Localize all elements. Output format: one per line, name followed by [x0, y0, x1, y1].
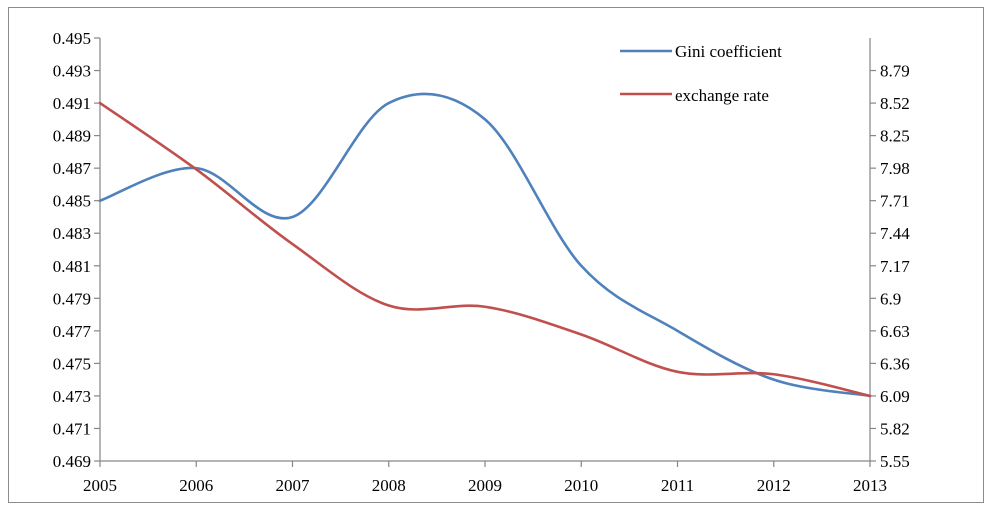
left-tick-label: 0.471 — [53, 419, 91, 438]
left-tick-label: 0.493 — [53, 62, 91, 81]
left-tick-label: 0.483 — [53, 224, 91, 243]
legend-label-gini: Gini coefficient — [675, 42, 782, 61]
left-tick-label: 0.491 — [53, 94, 91, 113]
left-tick-label: 0.489 — [53, 127, 91, 146]
left-tick-label: 0.485 — [53, 192, 91, 211]
left-tick-label: 0.475 — [53, 354, 91, 373]
left-tick-label: 0.477 — [53, 322, 92, 341]
left-tick-label: 0.469 — [53, 452, 91, 471]
x-tick-label: 2008 — [372, 476, 406, 495]
right-tick-label: 6.63 — [880, 322, 910, 341]
right-tick-label: 5.82 — [880, 419, 910, 438]
series-lines — [98, 92, 872, 398]
left-tick-label: 0.495 — [53, 29, 91, 48]
right-tick-label: 7.44 — [880, 224, 910, 243]
x-tick-label: 2009 — [468, 476, 502, 495]
left-tick-label: 0.481 — [53, 257, 91, 276]
right-tick-label: 6.36 — [880, 354, 910, 373]
left-tick-label: 0.473 — [53, 387, 91, 406]
exchange-rate-line — [98, 101, 872, 398]
right-tick-label: 6.09 — [880, 387, 910, 406]
x-tick-label: 2013 — [853, 476, 887, 495]
x-tick-label: 2011 — [661, 476, 694, 495]
right-tick-label: 5.55 — [880, 452, 910, 471]
right-tick-label: 8.52 — [880, 94, 910, 113]
right-tick-label: 7.98 — [880, 159, 910, 178]
chart-frame — [8, 7, 984, 503]
left-tick-label: 0.487 — [53, 159, 92, 178]
right-axis-ticks: 5.55 5.82 6.09 6.36 6.63 6.9 7.17 7.44 7.71 7.98 8… — [870, 62, 910, 471]
x-axis-ticks: 2005 2006 2007 2008 2009 2010 2011 2012 2013 — [83, 461, 887, 495]
x-tick-label: 2010 — [564, 476, 598, 495]
legend-label-exchange-rate: exchange rate — [675, 86, 769, 105]
x-tick-label: 2012 — [757, 476, 791, 495]
left-tick-label: 0.479 — [53, 289, 91, 308]
legend: Gini coefficient exchange rate — [620, 42, 782, 105]
left-axis-ticks: 0.469 0.471 0.473 0.475 0.477 0.479 0.481 0.483… — [53, 29, 100, 471]
x-tick-label: 2007 — [276, 476, 311, 495]
right-tick-label: 7.17 — [880, 257, 910, 276]
x-tick-label: 2006 — [179, 476, 213, 495]
right-tick-label: 7.71 — [880, 192, 910, 211]
gini-coefficient-line — [98, 92, 872, 398]
right-tick-label: 8.25 — [880, 127, 910, 146]
x-tick-label: 2005 — [83, 476, 117, 495]
right-tick-label: 8.79 — [880, 62, 910, 81]
right-tick-label: 6.9 — [880, 289, 901, 308]
